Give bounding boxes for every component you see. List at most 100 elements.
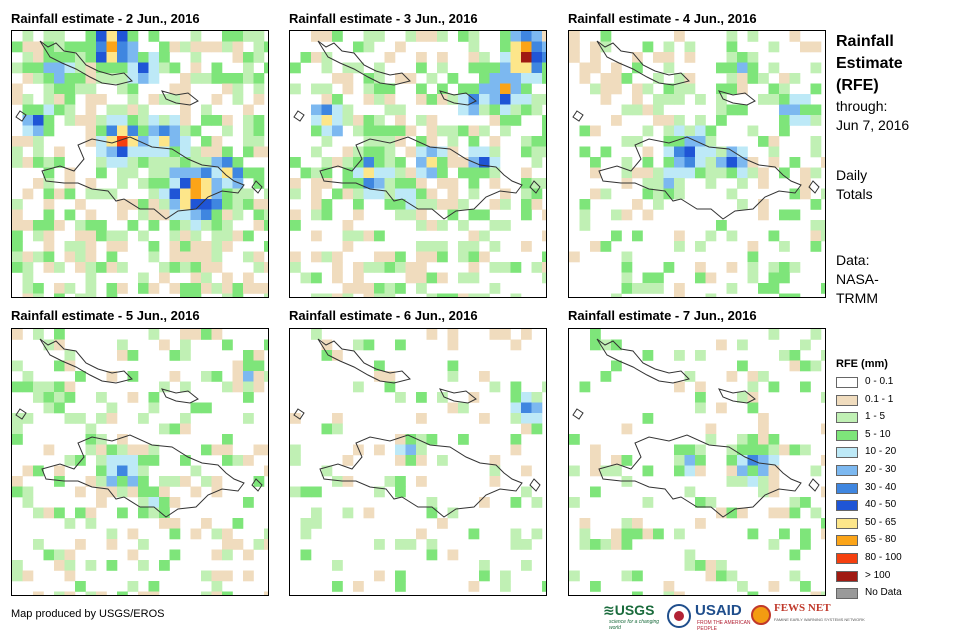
rainfall-cell [127, 549, 139, 561]
through-label: through: [836, 98, 888, 114]
rainfall-cell [138, 230, 149, 242]
rainfall-cell [674, 230, 685, 242]
rainfall-cell [22, 570, 34, 582]
rainfall-cell [621, 157, 633, 168]
rainfall-cell [264, 293, 268, 297]
rainfall-cell [12, 360, 23, 372]
rainfall-cell [321, 167, 333, 179]
rainfall-cell [395, 167, 406, 179]
rainfall-cell [437, 167, 448, 179]
rainfall-cell [363, 125, 375, 137]
usgs-wordmark: ≋USGS [603, 602, 655, 618]
rainfall-cell [684, 146, 696, 158]
rainfall-cell [342, 293, 354, 297]
rainfall-cell [821, 423, 825, 435]
rainfall-cell [211, 262, 223, 273]
map-panel-jun5 [11, 328, 269, 596]
panel-title-jun2: Rainfall estimate - 2 Jun., 2016 [11, 11, 200, 26]
rainfall-cell [106, 539, 118, 550]
rainfall-cell [190, 241, 202, 252]
rainfall-cell [243, 188, 254, 200]
rainfall-cell [405, 146, 417, 158]
rainfall-cell [159, 423, 170, 435]
rainfall-cell [22, 115, 34, 126]
rainfall-cell [758, 178, 769, 189]
rainfall-cell [521, 329, 532, 340]
legend-swatch [836, 553, 858, 564]
rainfall-cell [64, 350, 76, 361]
rainfall-cell [611, 73, 622, 84]
rainfall-cell [531, 497, 543, 508]
rainfall-cell [416, 272, 427, 284]
rainfall-cell [64, 83, 76, 95]
rainfall-cell [138, 444, 149, 456]
rainfall-cell [232, 41, 244, 53]
rainfall-cell [695, 125, 706, 137]
rainfall-cell [159, 497, 170, 508]
coastline [317, 338, 411, 384]
rainfall-cell [253, 209, 265, 221]
rainfall-cell [363, 94, 375, 105]
rainfall-cell [12, 209, 23, 221]
product-title-line: Estimate [836, 55, 903, 72]
rainfall-cell [64, 251, 76, 263]
rainfall-cell [43, 549, 55, 561]
rainfall-cell [75, 262, 86, 273]
rainfall-cell [590, 52, 601, 63]
rainfall-cell [180, 178, 191, 189]
rainfall-cell [43, 199, 55, 210]
rainfall-cell [321, 465, 333, 477]
rainfall-cell [684, 167, 696, 179]
rainfall-cell [590, 329, 601, 340]
rainfall-cell [768, 486, 780, 498]
coastline [439, 388, 477, 404]
legend-swatch [836, 570, 858, 582]
rainfall-cell [180, 188, 191, 200]
rainfall-cell [159, 560, 170, 571]
rainfall-cell [768, 272, 780, 284]
rainfall-cell [621, 136, 633, 147]
rainfall-cell [611, 293, 622, 297]
rainfall-cell [479, 570, 490, 582]
rainfall-cell [159, 209, 170, 221]
rainfall-cell [12, 94, 23, 105]
rainfall-cell [117, 262, 128, 273]
rainfall-cell [106, 115, 118, 126]
rainfall-cell [758, 136, 769, 147]
rainfall-cell [180, 350, 191, 361]
rainfall-cell [426, 539, 438, 550]
rainfall-cell [590, 167, 601, 179]
rainfall-cell [22, 413, 34, 424]
rainfall-cell [85, 560, 97, 571]
rainfall-cell [332, 104, 343, 116]
rainfall-cell [653, 167, 664, 179]
rainfall-cell [416, 283, 427, 294]
rainfall-cell [405, 539, 417, 550]
rainfall-cell [127, 581, 139, 592]
rainfall-cell [542, 136, 546, 147]
rainfall-cell [54, 476, 65, 487]
rainfall-cell [510, 62, 522, 74]
rainfall-cell [726, 188, 738, 200]
rainfall-cell [416, 188, 427, 200]
rainfall-cell [43, 52, 55, 63]
rainfall-cell [600, 31, 612, 42]
rainfall-cell [663, 167, 675, 179]
rainfall-cell [243, 497, 254, 508]
rainfall-cell [737, 199, 748, 210]
rainfall-cell [96, 497, 107, 508]
rainfall-cell [33, 465, 44, 477]
rainfall-cell [96, 230, 107, 242]
rainfall-cell [405, 188, 417, 200]
rainfall-cell [395, 581, 406, 592]
rainfall-cell [180, 104, 191, 116]
rainfall-cell [405, 125, 417, 137]
rainfall-cell [211, 251, 223, 263]
rainfall-cell [363, 339, 375, 351]
rainfall-cell [201, 283, 212, 294]
rainfall-cell [232, 360, 244, 372]
rainfall-cell [169, 262, 181, 273]
rainfall-cell [106, 62, 118, 74]
rainfall-cell [674, 293, 685, 297]
rainfall-cell [653, 199, 664, 210]
